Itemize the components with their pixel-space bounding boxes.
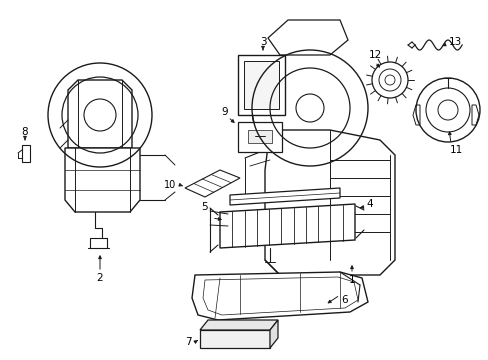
Text: 7: 7 <box>184 337 191 347</box>
Polygon shape <box>22 145 30 162</box>
Polygon shape <box>65 148 140 212</box>
Text: 4: 4 <box>366 199 372 209</box>
Polygon shape <box>200 330 269 348</box>
Text: 1: 1 <box>348 275 355 285</box>
Polygon shape <box>220 204 354 248</box>
Text: 3: 3 <box>259 37 266 47</box>
Polygon shape <box>412 105 419 125</box>
Text: 5: 5 <box>201 202 208 212</box>
Text: 8: 8 <box>21 127 28 137</box>
Polygon shape <box>264 130 394 275</box>
Polygon shape <box>184 170 240 197</box>
Polygon shape <box>238 122 282 152</box>
Polygon shape <box>269 320 278 348</box>
Polygon shape <box>229 188 339 205</box>
Polygon shape <box>471 105 478 125</box>
Polygon shape <box>200 320 278 330</box>
Polygon shape <box>192 272 367 320</box>
Polygon shape <box>267 20 347 55</box>
Text: 11: 11 <box>448 145 462 155</box>
Polygon shape <box>244 61 279 109</box>
Polygon shape <box>68 80 132 148</box>
Text: 2: 2 <box>97 273 103 283</box>
Text: 6: 6 <box>341 295 347 305</box>
Polygon shape <box>238 55 285 115</box>
Text: 13: 13 <box>447 37 461 47</box>
Polygon shape <box>247 130 271 143</box>
Text: 9: 9 <box>221 107 228 117</box>
Text: 12: 12 <box>367 50 381 60</box>
Text: 10: 10 <box>163 180 176 190</box>
